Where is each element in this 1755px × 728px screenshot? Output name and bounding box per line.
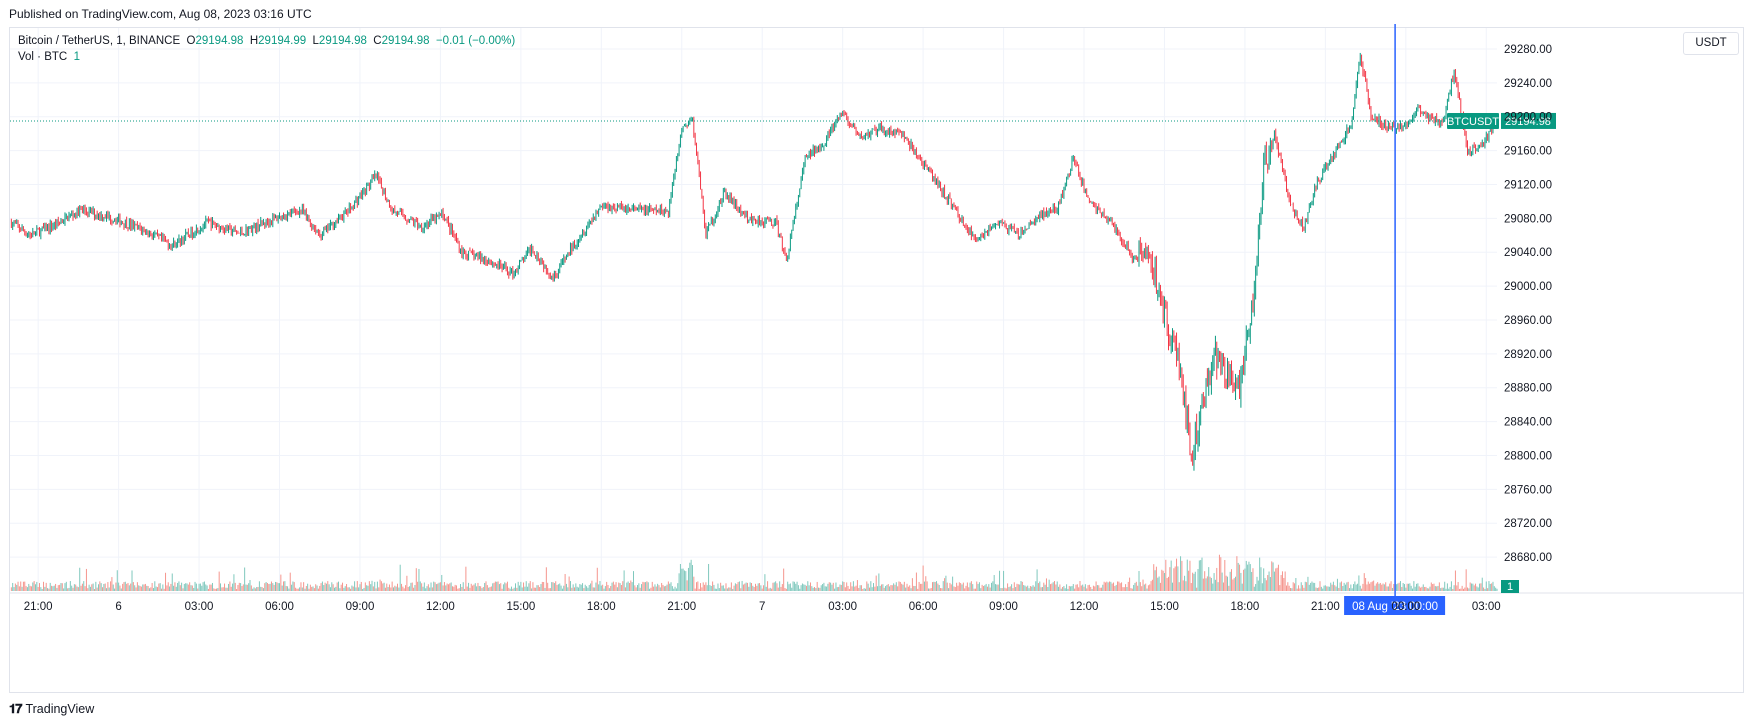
y-tick-label: 28880.00: [1504, 383, 1552, 395]
open-label: O: [186, 35, 196, 47]
symbol-title: Bitcoin / TetherUS, 1, BINANCE: [18, 35, 181, 47]
y-tick-label: 28840.00: [1504, 417, 1552, 429]
last-price-tag-bg: [1501, 112, 1556, 129]
volume-bars: [10, 554, 1498, 591]
x-tick-label: 18:00: [587, 601, 616, 613]
volume-label: Vol · BTC: [18, 51, 68, 63]
x-tick-label: 03:00: [828, 601, 857, 613]
y-tick-label: 29120.00: [1504, 179, 1552, 191]
published-note: Published on TradingView.com, Aug 08, 20…: [9, 7, 312, 21]
change-value: −0.01 (−0.00%): [435, 35, 516, 47]
x-tick-label: 21:00: [1311, 601, 1340, 613]
volume-legend: Vol · BTC 1: [18, 51, 80, 63]
x-tick-label: 21:00: [24, 601, 53, 613]
low-label: L: [312, 35, 319, 47]
last-price-tag: 29194.98: [1505, 116, 1551, 128]
high-label: H: [249, 35, 259, 47]
symbol-legend: Bitcoin / TetherUS, 1, BINANCE O29194.98…: [18, 35, 515, 47]
tradingview-logo[interactable]: 𝟏𝟕 TradingView: [9, 701, 94, 717]
time-axis: 21:00 6 03:00 06:00 09:00 12:00 15:00 18:00 21:0…: [24, 601, 1501, 613]
y-tick-label: 28960.00: [1504, 315, 1552, 327]
y-tick-label: 29000.00: [1504, 281, 1552, 293]
chart-overlay: BTCUSDT 29194.98 1 08 Aug '23 00:00: [10, 24, 1556, 615]
volume-last-tag: 1: [1507, 581, 1513, 593]
x-tick-label: 12:00: [426, 601, 455, 613]
open-value: 29194.98: [195, 35, 244, 47]
y-tick-label: 28720.00: [1504, 518, 1552, 530]
x-tick-label: 09:00: [346, 601, 375, 613]
low-value: 29194.98: [318, 35, 367, 47]
x-tick-label: 21:00: [667, 601, 696, 613]
x-tick-label: 03:00: [1472, 601, 1501, 613]
candles: [10, 52, 1498, 471]
price-axis: 28680.00 28720.00 28760.00 28800.00 28840.00…: [1504, 44, 1552, 564]
x-tick-label: 12:00: [1070, 601, 1099, 613]
y-tick-label: 29040.00: [1504, 247, 1552, 259]
tradingview-logo-icon: 𝟏𝟕: [9, 701, 23, 716]
y-tick-label: 29160.00: [1504, 146, 1552, 158]
y-tick-label: 28760.00: [1504, 484, 1552, 496]
x-tick-label: 03:00: [185, 601, 214, 613]
high-value: 29194.99: [258, 35, 307, 47]
y-tick-label: 29280.00: [1504, 44, 1552, 56]
x-tick-label: 06:00: [909, 601, 938, 613]
currency-button[interactable]: USDT: [1683, 32, 1739, 55]
crosshair-label: 08 Aug '23 00:00: [1352, 601, 1438, 613]
y-tick-label: 28920.00: [1504, 349, 1552, 361]
x-tick-label: 7: [759, 601, 765, 613]
symbol-tag: BTCUSDT: [1447, 116, 1499, 128]
close-label: C: [373, 35, 382, 47]
grid-lines: [9, 28, 1744, 594]
x-tick-label: 6: [115, 601, 121, 613]
x-tick-label: 18:00: [1231, 601, 1260, 613]
crosshair-label-bg: [1344, 596, 1446, 615]
x-tick-label: 06:00: [265, 601, 294, 613]
x-tick-label: 15:00: [506, 601, 535, 613]
x-tick-label: 15:00: [1150, 601, 1179, 613]
tradingview-logo-text: TradingView: [25, 702, 95, 716]
close-value: 29194.98: [381, 35, 430, 47]
chart-frame: [9, 27, 1744, 693]
volume-value: 1: [73, 51, 81, 63]
symbol-tag-bg: [1447, 112, 1499, 129]
y-tick-label: 29240.00: [1504, 78, 1552, 90]
x-tick-label: 09:00: [989, 601, 1018, 613]
y-tick-label: 29200.00: [1504, 112, 1552, 124]
y-tick-label: 28800.00: [1504, 450, 1552, 462]
y-tick-label: 29080.00: [1504, 213, 1552, 225]
y-tick-label: 28680.00: [1504, 552, 1552, 564]
x-tick-label: 00:00: [1391, 601, 1420, 613]
volume-last-tag-bg: [1501, 580, 1519, 593]
